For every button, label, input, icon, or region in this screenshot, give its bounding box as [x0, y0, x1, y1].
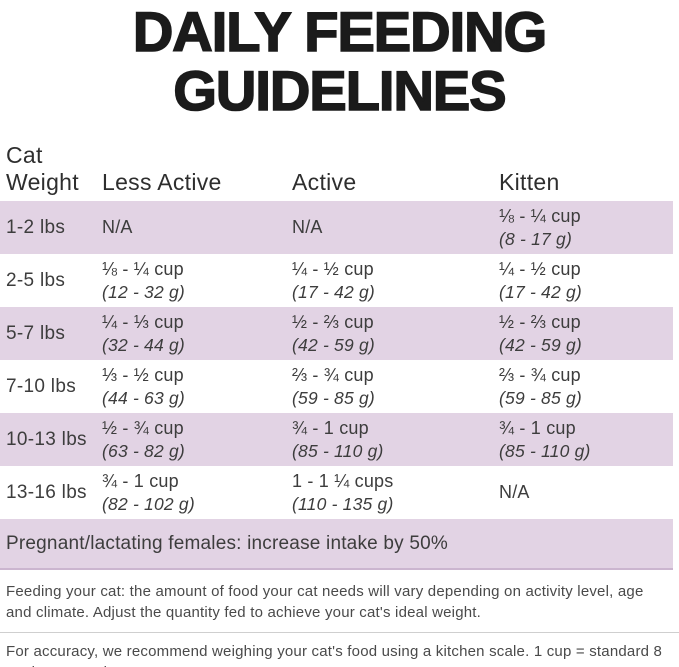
cup-amount: ¾ - 1 cup — [292, 418, 369, 438]
kitten-cell: ½ - ⅔ cup (42 - 59 g) — [499, 307, 673, 360]
gram-amount: (42 - 59 g) — [292, 335, 375, 355]
weight-label: 7-10 lbs — [6, 375, 76, 397]
weight-label: 13-16 lbs — [6, 481, 87, 503]
column-header-cat-weight: Cat Weight — [0, 142, 102, 198]
gram-amount: (59 - 85 g) — [292, 388, 375, 408]
cup-amount: ⅛ - ¼ cup — [499, 206, 581, 226]
footnotes: Feeding your cat: the amount of food you… — [0, 581, 679, 667]
page-title-line1: DAILY FEEDING — [132, 0, 548, 63]
active-cell: 1 - 1 ¼ cups (110 - 135 g) — [292, 466, 499, 519]
gram-amount: (82 - 102 g) — [102, 494, 195, 514]
weight-label: 5-7 lbs — [6, 322, 66, 344]
cup-amount: ⅛ - ¼ cup — [102, 259, 184, 279]
table-row: 1-2 lbs N/A N/A ⅛ - ¼ cup (8 - 17 g) — [0, 201, 673, 254]
less-active-cell: ¾ - 1 cup (82 - 102 g) — [102, 466, 292, 519]
cup-amount: N/A — [292, 217, 323, 237]
cup-amount: ¾ - 1 cup — [499, 418, 576, 438]
cup-amount: ¾ - 1 cup — [102, 471, 179, 491]
table-row: 10-13 lbs ½ - ¾ cup (63 - 82 g) ¾ - 1 cu… — [0, 413, 673, 466]
active-cell: N/A — [292, 201, 499, 254]
table-row: 7-10 lbs ⅓ - ½ cup (44 - 63 g) ⅔ - ¾ cup… — [0, 360, 673, 413]
cup-amount: ⅔ - ¾ cup — [499, 365, 581, 385]
cup-amount: ½ - ¾ cup — [102, 418, 184, 438]
table-header-row: Cat Weight Less Active Active Kitten — [0, 142, 673, 201]
table-row: 13-16 lbs ¾ - 1 cup (82 - 102 g) 1 - 1 ¼… — [0, 466, 673, 519]
gram-amount: (85 - 110 g) — [292, 441, 384, 461]
gram-amount: (63 - 82 g) — [102, 441, 185, 461]
kitten-cell: ⅔ - ¾ cup (59 - 85 g) — [499, 360, 673, 413]
cup-amount: ¼ - ½ cup — [499, 259, 581, 279]
active-cell: ½ - ⅔ cup (42 - 59 g) — [292, 307, 499, 360]
gram-amount: (59 - 85 g) — [499, 388, 582, 408]
weight-label: 10-13 lbs — [6, 428, 87, 450]
gram-amount: (8 - 17 g) — [499, 229, 572, 249]
column-header-cat-weight-line1: Cat — [6, 142, 43, 168]
less-active-cell: N/A — [102, 201, 292, 254]
divider — [0, 632, 679, 633]
kitten-cell: ¾ - 1 cup (85 - 110 g) — [499, 413, 673, 466]
feeding-note: Feeding your cat: the amount of food you… — [6, 583, 644, 621]
gram-amount: (44 - 63 g) — [102, 388, 185, 408]
cup-amount: N/A — [102, 217, 133, 237]
page-title: DAILY FEEDING GUIDELINES — [0, 0, 679, 122]
active-cell: ¾ - 1 cup (85 - 110 g) — [292, 413, 499, 466]
feeding-table: Cat Weight Less Active Active Kitten 1-2… — [0, 142, 679, 519]
active-cell: ¼ - ½ cup (17 - 42 g) — [292, 254, 499, 307]
less-active-cell: ½ - ¾ cup (63 - 82 g) — [102, 413, 292, 466]
less-active-cell: ⅓ - ½ cup (44 - 63 g) — [102, 360, 292, 413]
weight-label: 1-2 lbs — [6, 216, 66, 238]
page-title-line2: GUIDELINES — [173, 59, 508, 122]
kitten-cell: ⅛ - ¼ cup (8 - 17 g) — [499, 201, 673, 254]
cup-amount: ¼ - ⅓ cup — [102, 312, 184, 332]
pregnant-lactating-note: Pregnant/lactating females: increase int… — [0, 519, 673, 570]
column-header-less-active: Less Active — [102, 169, 222, 195]
less-active-cell: ⅛ - ¼ cup (12 - 32 g) — [102, 254, 292, 307]
cup-amount: 1 - 1 ¼ cups — [292, 471, 394, 491]
cup-amount: ½ - ⅔ cup — [499, 312, 581, 332]
gram-amount: (85 - 110 g) — [499, 441, 591, 461]
column-header-kitten: Kitten — [499, 169, 560, 195]
gram-amount: (110 - 135 g) — [292, 494, 394, 514]
active-cell: ⅔ - ¾ cup (59 - 85 g) — [292, 360, 499, 413]
kitten-cell: ¼ - ½ cup (17 - 42 g) — [499, 254, 673, 307]
column-header-active: Active — [292, 169, 357, 195]
table-row: 2-5 lbs ⅛ - ¼ cup (12 - 32 g) ¼ - ½ cup … — [0, 254, 673, 307]
cup-amount: ⅓ - ½ cup — [102, 365, 184, 385]
gram-amount: (17 - 42 g) — [499, 282, 582, 302]
accuracy-note: For accuracy, we recommend weighing your… — [6, 643, 663, 667]
cup-amount: N/A — [499, 482, 530, 502]
gram-amount: (12 - 32 g) — [102, 282, 185, 302]
cup-amount: ¼ - ½ cup — [292, 259, 374, 279]
column-header-cat-weight-line2: Weight — [6, 169, 79, 195]
gram-amount: (42 - 59 g) — [499, 335, 582, 355]
gram-amount: (17 - 42 g) — [292, 282, 375, 302]
gram-amount: (32 - 44 g) — [102, 335, 185, 355]
cup-amount: ⅔ - ¾ cup — [292, 365, 374, 385]
weight-label: 2-5 lbs — [6, 269, 66, 291]
cup-amount: ½ - ⅔ cup — [292, 312, 374, 332]
less-active-cell: ¼ - ⅓ cup (32 - 44 g) — [102, 307, 292, 360]
kitten-cell: N/A — [499, 466, 673, 519]
table-row: 5-7 lbs ¼ - ⅓ cup (32 - 44 g) ½ - ⅔ cup … — [0, 307, 673, 360]
